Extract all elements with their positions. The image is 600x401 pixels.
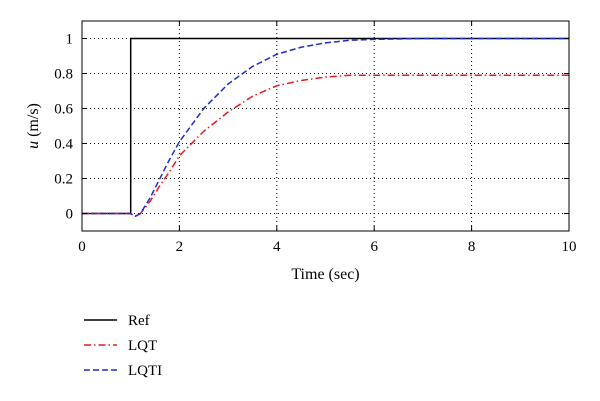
series-line-lqt bbox=[82, 74, 569, 217]
axis-ticks: 0 2 4 6 8 10 0 0.2 0.4 0.6 0.8 1 bbox=[54, 21, 577, 255]
y-tick-label: 1 bbox=[66, 32, 74, 48]
legend-label-ref: Ref bbox=[128, 313, 150, 329]
y-tick-label: 0 bbox=[66, 207, 74, 223]
plot-frame bbox=[81, 20, 570, 232]
y-tick-label: 0.2 bbox=[54, 172, 73, 188]
y-axis-label-unit: (m/s) bbox=[25, 103, 42, 141]
y-axis-label-symbol: u bbox=[25, 141, 42, 149]
legend-label-lqt: LQT bbox=[128, 338, 157, 354]
x-tick-label: 2 bbox=[176, 239, 184, 255]
legend-label-lqti: LQTI bbox=[128, 363, 162, 379]
x-axis-label: Time (sec) bbox=[291, 266, 359, 283]
series-line-lqti bbox=[82, 37, 569, 217]
y-axis-label: u (m/s) bbox=[25, 103, 42, 149]
series-line-ref bbox=[82, 37, 569, 215]
x-tick-label: 0 bbox=[78, 239, 86, 255]
series-lines bbox=[82, 37, 569, 217]
legend: Ref LQT LQTI bbox=[84, 313, 162, 379]
x-tick-label: 10 bbox=[562, 239, 577, 255]
x-tick-label: 4 bbox=[273, 239, 281, 255]
y-tick-label: 0.6 bbox=[54, 102, 73, 118]
y-tick-label: 0.8 bbox=[54, 67, 73, 83]
y-tick-label: 0.4 bbox=[54, 137, 73, 153]
grid-lines bbox=[82, 21, 569, 231]
x-tick-label: 6 bbox=[370, 239, 378, 255]
x-tick-label: 8 bbox=[468, 239, 476, 255]
